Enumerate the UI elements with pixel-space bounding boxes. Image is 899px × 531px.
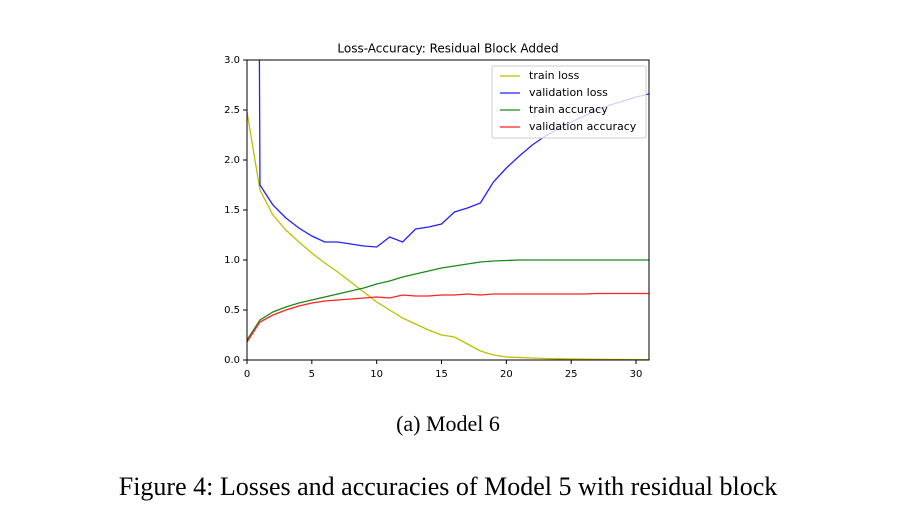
- legend-label: train loss: [529, 69, 580, 82]
- y-tick-label: 0.0: [224, 355, 240, 366]
- y-tick-label: 2.5: [224, 105, 240, 116]
- y-tick-label: 1.0: [224, 255, 240, 266]
- chart-title: Loss-Accuracy: Residual Block Added: [337, 42, 558, 56]
- x-tick-label: 0: [244, 369, 250, 380]
- y-tick-label: 0.5: [224, 305, 240, 316]
- legend-label: train accuracy: [529, 103, 608, 116]
- x-tick-label: 25: [565, 369, 578, 380]
- series-line: [247, 292, 649, 343]
- series-line: [247, 111, 649, 360]
- x-tick-label: 20: [500, 369, 513, 380]
- y-tick-label: 2.0: [224, 155, 240, 166]
- x-tick-label: 10: [370, 369, 383, 380]
- series-line: [247, 259, 649, 341]
- legend-label: validation accuracy: [529, 120, 637, 133]
- subcaption: (a) Model 6: [396, 411, 500, 436]
- x-tick-label: 15: [435, 369, 448, 380]
- caption: Figure 4: Losses and accuracies of Model…: [119, 472, 778, 501]
- y-tick-label: 3.0: [224, 55, 240, 66]
- legend-box: [491, 65, 647, 139]
- y-tick-label: 1.5: [224, 205, 240, 216]
- x-tick-label: 30: [630, 369, 643, 380]
- legend-label: validation loss: [529, 86, 608, 99]
- x-tick-label: 5: [309, 369, 315, 380]
